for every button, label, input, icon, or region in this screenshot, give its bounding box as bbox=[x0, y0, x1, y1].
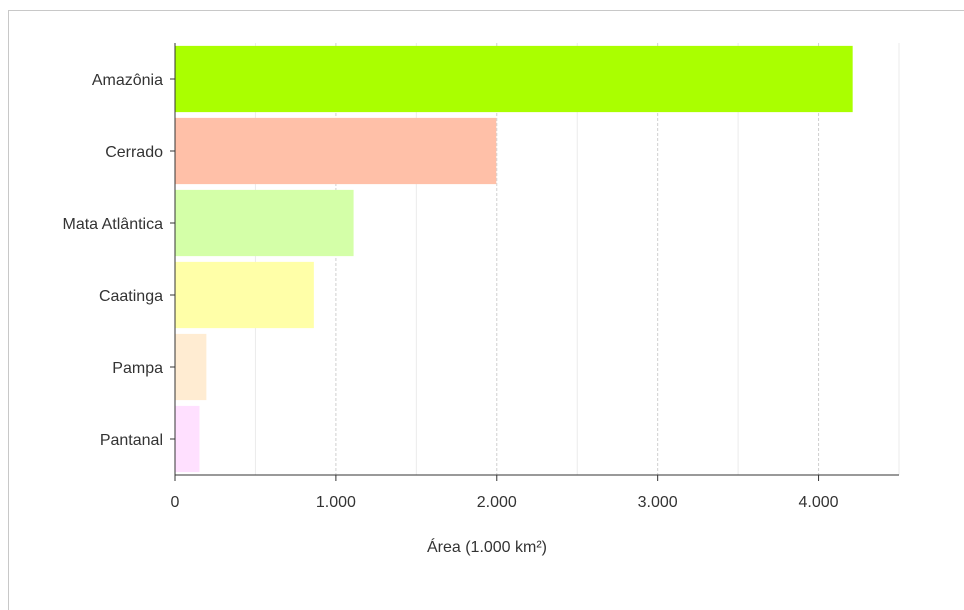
x-tick-label: 4.000 bbox=[799, 494, 839, 511]
bar-chart: Amazônia Cerrado Mata Atlântica Caatinga Pam… bbox=[63, 43, 900, 556]
bar-pampa bbox=[175, 333, 207, 401]
x-tick-labels: 0 1.000 2.000 3.000 4.000 bbox=[171, 494, 839, 511]
bar-caatinga bbox=[175, 261, 314, 329]
category-label: Amazônia bbox=[92, 72, 163, 89]
category-label: Mata Atlântica bbox=[63, 216, 164, 233]
bars bbox=[175, 45, 853, 473]
x-tick-label: 3.000 bbox=[638, 494, 678, 511]
bar-mata-atl-ntica bbox=[175, 189, 354, 257]
bar-pantanal bbox=[175, 405, 200, 473]
x-tick-label: 1.000 bbox=[316, 494, 356, 511]
x-tick-label: 2.000 bbox=[477, 494, 517, 511]
bar-cerrado bbox=[175, 117, 497, 185]
bar-amaz-nia bbox=[175, 45, 853, 113]
x-tick-label: 0 bbox=[171, 494, 180, 511]
category-label: Pantanal bbox=[100, 432, 163, 449]
category-labels: Amazônia Cerrado Mata Atlântica Caatinga Pam… bbox=[63, 72, 164, 449]
x-axis-title: Área (1.000 km²) bbox=[427, 537, 547, 556]
category-label: Pampa bbox=[112, 360, 163, 377]
chart-frame bbox=[8, 10, 964, 610]
gridlines bbox=[254, 43, 900, 475]
category-label: Caatinga bbox=[99, 288, 163, 305]
category-label: Cerrado bbox=[105, 144, 163, 161]
axes bbox=[170, 43, 899, 481]
